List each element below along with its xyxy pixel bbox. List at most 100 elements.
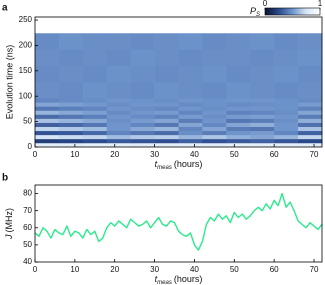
heat-cell <box>35 118 60 123</box>
heat-cell <box>130 106 155 111</box>
heat-cell <box>58 98 84 103</box>
label-unit: (hours) <box>174 274 203 284</box>
colorbar <box>264 7 321 16</box>
heat-cell <box>298 65 323 83</box>
data-line <box>34 192 323 251</box>
heat-cell <box>298 49 323 67</box>
heat-cell <box>298 114 323 119</box>
heat-cell <box>226 134 251 140</box>
heat-cell <box>274 122 299 127</box>
heat-cell <box>154 134 179 140</box>
heat-cell <box>106 130 131 136</box>
axis-label: Evolution time (ns) <box>4 45 14 120</box>
heat-cell <box>178 138 203 144</box>
heat-cell <box>178 118 203 123</box>
heat-cell <box>250 138 275 144</box>
label-symbol: J <box>4 234 14 240</box>
heat-cell <box>202 118 227 123</box>
heat-cell <box>250 142 275 148</box>
heat-cell <box>298 106 323 111</box>
x-tick-label: 0 <box>33 150 38 159</box>
label-subscript: S <box>256 12 260 18</box>
heat-cell <box>250 134 275 140</box>
y-tick-label: 40 <box>23 257 32 266</box>
heat-cell <box>35 138 60 144</box>
heat-cell <box>58 33 84 50</box>
x-tick-label: 60 <box>270 265 279 274</box>
heat-cell <box>298 142 323 148</box>
heat-cell <box>250 33 275 50</box>
heat-cell <box>202 142 227 148</box>
heat-cell <box>202 134 227 140</box>
heat-cell <box>82 142 108 148</box>
heat-cell <box>298 138 323 144</box>
heat-cell <box>202 122 227 127</box>
heat-cell <box>298 122 323 127</box>
heat-cell <box>154 122 179 127</box>
axis-label: tmeas (hours) <box>155 274 203 285</box>
heat-cell <box>35 126 60 132</box>
heat-cell <box>130 142 155 148</box>
heat-cell <box>82 49 108 67</box>
panel-label: a <box>2 3 8 14</box>
heat-cell <box>82 122 108 127</box>
heat-cell <box>130 118 155 123</box>
heat-cell <box>178 82 203 99</box>
heat-cell <box>106 126 131 132</box>
heat-cell <box>58 106 84 111</box>
heat-cell <box>106 118 131 123</box>
heat-cell <box>82 33 108 50</box>
heat-cell <box>250 98 275 103</box>
heat-cell <box>106 114 131 119</box>
heat-cell <box>154 98 179 103</box>
heat-cell <box>298 82 323 99</box>
heat-cell <box>58 122 84 127</box>
heat-cell <box>154 33 179 50</box>
heat-cell <box>298 110 323 115</box>
heat-cell <box>298 126 323 132</box>
heat-cell <box>298 33 323 50</box>
heat-cell <box>250 82 275 99</box>
colorbar-tick-label: 1 <box>318 0 323 8</box>
heat-cell <box>226 98 251 103</box>
x-tick-label: 0 <box>33 265 38 274</box>
heat-cell <box>178 106 203 111</box>
heat-cell <box>178 33 203 50</box>
y-tick-label: 0 <box>28 142 33 151</box>
x-tick-label: 70 <box>310 265 319 274</box>
label-symbol: t <box>155 274 158 284</box>
heat-cell <box>178 122 203 127</box>
heat-cell <box>58 49 84 67</box>
heat-cell <box>154 138 179 144</box>
heat-cell <box>154 65 179 83</box>
heat-cell <box>202 33 227 50</box>
y-tick-label: 50 <box>23 117 32 126</box>
heat-cell <box>82 130 108 136</box>
heat-cell <box>250 102 275 107</box>
heat-cell <box>274 134 299 140</box>
heat-cell <box>82 126 108 132</box>
heat-cell <box>35 134 60 140</box>
plot-frame <box>34 184 323 263</box>
y-tick-label: 150 <box>19 66 33 75</box>
heat-cell <box>130 122 155 127</box>
heat-cell <box>298 102 323 107</box>
heat-cell <box>35 106 60 111</box>
heat-cell <box>106 33 131 50</box>
heat-cell <box>130 102 155 107</box>
x-tick-label: 30 <box>150 265 159 274</box>
heat-cell <box>250 130 275 136</box>
heat-cell <box>178 49 203 67</box>
heat-cell <box>274 82 299 99</box>
heat-cell <box>274 126 299 132</box>
heat-cell <box>154 82 179 99</box>
heat-cell <box>178 65 203 83</box>
colorbar-tick-label: 0 <box>263 0 268 8</box>
heat-cell <box>35 142 60 148</box>
heat-cell <box>154 114 179 119</box>
heat-cell <box>274 142 299 148</box>
heat-cell <box>274 49 299 67</box>
heat-cell <box>130 110 155 115</box>
heat-cell <box>178 142 203 148</box>
heat-cell <box>274 106 299 111</box>
